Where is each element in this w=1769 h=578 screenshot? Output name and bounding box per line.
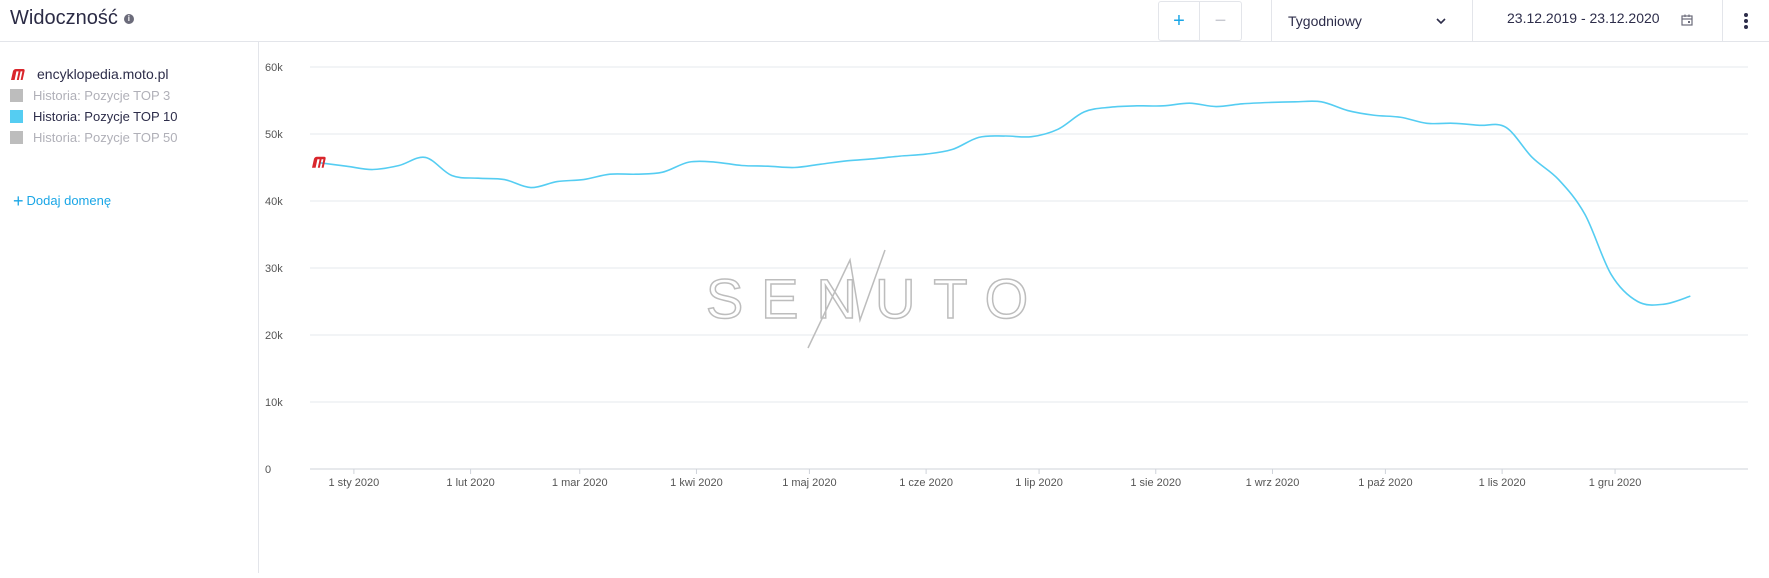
y-tick-label: 60k bbox=[265, 62, 283, 74]
x-tick-label: 1 lip 2020 bbox=[1015, 477, 1063, 489]
period-select[interactable]: Tygodniowy bbox=[1288, 10, 1448, 32]
calendar-icon[interactable] bbox=[1680, 13, 1694, 27]
series-start-logo-icon bbox=[312, 156, 326, 168]
moto-logo-icon bbox=[11, 68, 25, 80]
chart-svg: 0 10k 20k 30k 40k 50k 60k 1 sty 2020 1 lut 2020 1… bbox=[265, 62, 1748, 489]
domain-name: encyklopedia.moto.pl bbox=[37, 66, 169, 82]
divider bbox=[1722, 0, 1723, 42]
zoom-controls: + − bbox=[1158, 1, 1242, 41]
legend-item-top3[interactable]: Historia: Pozycje TOP 3 bbox=[10, 88, 170, 103]
y-tick-label: 40k bbox=[265, 196, 283, 208]
chevron-down-icon bbox=[1436, 18, 1446, 25]
date-range-picker[interactable]: 23.12.2019 - 23.12.2020 bbox=[1507, 10, 1660, 26]
legend-item-top10[interactable]: Historia: Pozycje TOP 10 bbox=[10, 109, 178, 124]
more-options-icon[interactable] bbox=[1742, 10, 1750, 32]
visibility-chart: 0 10k 20k 30k 40k 50k 60k 1 sty 2020 1 lut 2020 1… bbox=[260, 42, 1769, 573]
period-select-value: Tygodniowy bbox=[1288, 13, 1362, 29]
legend-label: Historia: Pozycje TOP 10 bbox=[33, 109, 178, 124]
x-tick-label: 1 gru 2020 bbox=[1589, 477, 1642, 489]
y-tick-label: 50k bbox=[265, 129, 283, 141]
y-tick-label: 30k bbox=[265, 263, 283, 275]
legend-swatch bbox=[10, 89, 23, 102]
plus-icon: + bbox=[13, 190, 24, 211]
series-line bbox=[319, 100, 1691, 306]
x-tick-label: 1 sie 2020 bbox=[1130, 477, 1181, 489]
legend-label: Historia: Pozycje TOP 3 bbox=[33, 88, 171, 103]
x-tick-label: 1 lis 2020 bbox=[1479, 477, 1526, 489]
legend-item-top50[interactable]: Historia: Pozycje TOP 50 bbox=[10, 130, 178, 145]
x-tick-label: 1 maj 2020 bbox=[782, 477, 836, 489]
x-tick-label: 1 kwi 2020 bbox=[670, 477, 723, 489]
x-tick-label: 1 sty 2020 bbox=[328, 477, 379, 489]
zoom-in-button[interactable]: + bbox=[1159, 2, 1201, 40]
legend-label: Historia: Pozycje TOP 50 bbox=[33, 130, 178, 145]
y-tick-label: 10k bbox=[265, 397, 283, 409]
add-domain-button[interactable]: + Dodaj domenę bbox=[13, 190, 112, 211]
page-title-text: Widoczność bbox=[10, 7, 118, 29]
info-icon[interactable]: i bbox=[123, 13, 134, 24]
add-domain-label: Dodaj domenę bbox=[26, 193, 112, 208]
y-tick-label: 0 bbox=[265, 464, 271, 476]
zoom-out-button[interactable]: − bbox=[1214, 9, 1227, 32]
watermark-mark bbox=[807, 249, 886, 349]
divider bbox=[1271, 0, 1272, 42]
domain-entry: encyklopedia.moto.pl bbox=[10, 66, 169, 82]
x-tick-label: 1 mar 2020 bbox=[552, 477, 608, 489]
legend-swatch bbox=[10, 131, 23, 144]
x-tick-label: 1 cze 2020 bbox=[899, 477, 953, 489]
top-bar: Widoczność i + − Tygodniowy 23.12.2019 -… bbox=[0, 0, 1769, 42]
divider bbox=[1472, 0, 1473, 42]
legend-sidebar: encyklopedia.moto.pl Historia: Pozycje T… bbox=[0, 42, 259, 573]
legend-swatch bbox=[10, 110, 23, 123]
y-tick-label: 20k bbox=[265, 330, 283, 342]
x-tick-label: 1 wrz 2020 bbox=[1246, 477, 1300, 489]
page-title: Widoczność i bbox=[10, 7, 134, 30]
x-tick-label: 1 paź 2020 bbox=[1358, 477, 1412, 489]
x-tick-label: 1 lut 2020 bbox=[446, 477, 494, 489]
